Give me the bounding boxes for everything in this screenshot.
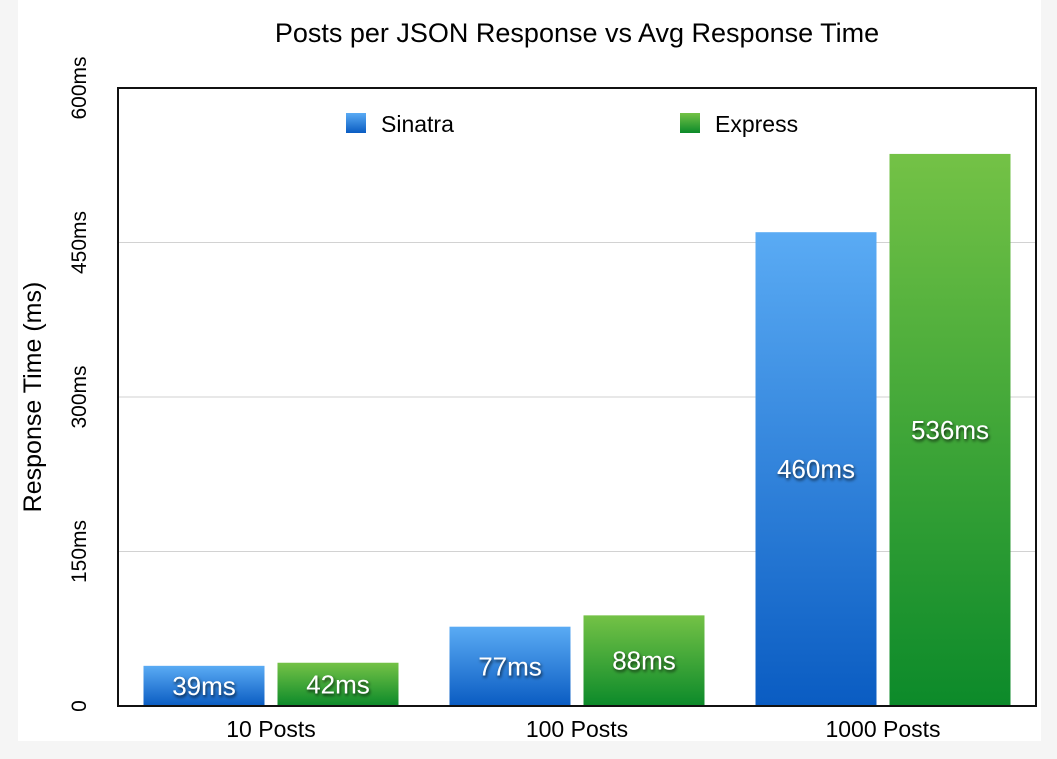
bar-express-2	[889, 153, 1011, 707]
bar-sinatra-1	[449, 626, 571, 706]
legend-swatch	[346, 113, 366, 133]
bar-value-label: 88ms	[612, 646, 676, 676]
x-tick-label: 10 Posts	[226, 716, 316, 742]
bar-sinatra-0	[143, 665, 265, 706]
y-tick-labels: 0 150ms 300ms 450ms 600ms	[68, 56, 91, 711]
legend-item-express: Express	[680, 111, 798, 137]
bar-value-label: 77ms	[478, 651, 542, 681]
bar-value-label: 536ms	[911, 415, 989, 445]
y-axis-title: Response Time (ms)	[19, 282, 47, 513]
bar-sinatra-2	[755, 232, 877, 706]
x-tick-labels: 10 Posts 100 Posts 1000 Posts	[226, 716, 940, 742]
x-tick-label: 1000 Posts	[825, 716, 940, 742]
bar-value-label: 42ms	[306, 669, 370, 699]
legend: Sinatra Express	[346, 111, 798, 137]
bar-labels: 39ms 42ms 77ms 88ms 460ms 536ms	[172, 415, 989, 701]
y-tick-label: 450ms	[68, 211, 91, 274]
legend-label: Express	[715, 111, 798, 137]
y-tick-label: 600ms	[68, 56, 91, 119]
chart-title: Posts per JSON Response vs Avg Response …	[275, 18, 879, 48]
gridlines	[118, 242, 1036, 552]
plot-frame	[117, 87, 1037, 707]
legend-label: Sinatra	[381, 111, 454, 137]
bar-express-1	[583, 615, 705, 706]
legend-item-sinatra: Sinatra	[346, 111, 454, 137]
y-tick-label: 0	[68, 700, 91, 712]
bars	[143, 153, 1011, 707]
bar-value-label: 39ms	[172, 671, 236, 701]
y-tick-label: 150ms	[68, 520, 91, 583]
legend-swatch	[680, 113, 700, 133]
x-tick-label: 100 Posts	[526, 716, 628, 742]
y-tick-label: 300ms	[68, 365, 91, 428]
bar-value-label: 460ms	[777, 454, 855, 484]
bar-express-0	[277, 662, 399, 706]
